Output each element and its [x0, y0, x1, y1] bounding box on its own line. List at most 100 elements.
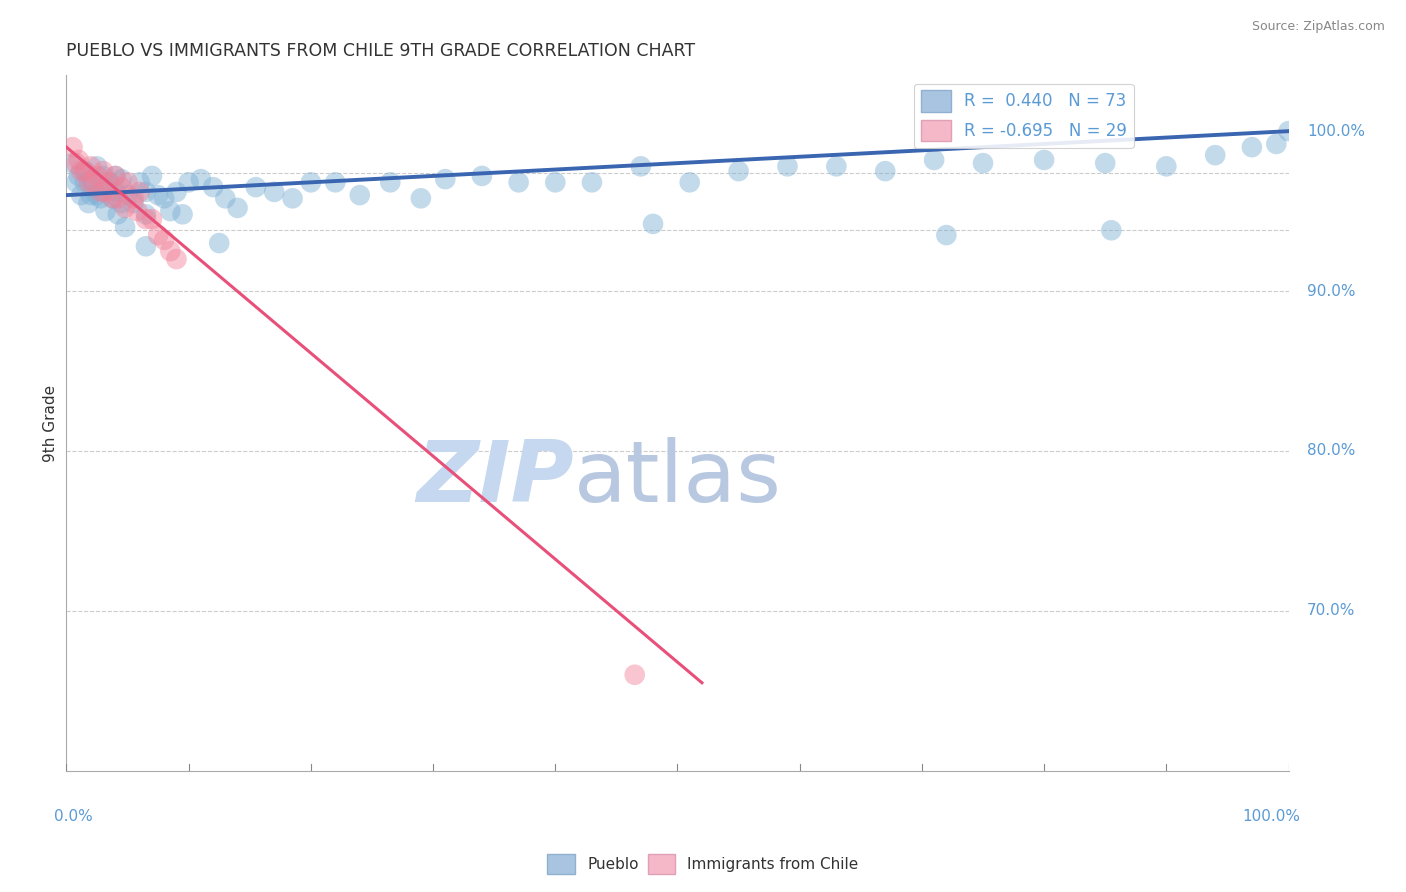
Point	[972, 156, 994, 170]
Point	[98, 175, 121, 189]
Point	[214, 191, 236, 205]
Point	[1099, 223, 1122, 237]
Point	[77, 196, 100, 211]
Point	[101, 191, 124, 205]
Point	[922, 153, 945, 167]
Point	[623, 667, 645, 681]
Point	[630, 159, 652, 173]
Point	[122, 196, 145, 211]
Point	[94, 185, 117, 199]
Text: 100.0%: 100.0%	[1306, 124, 1365, 138]
Point	[65, 175, 87, 189]
Point	[67, 169, 90, 183]
Point	[128, 175, 150, 189]
Point	[323, 175, 346, 189]
Point	[544, 175, 567, 189]
Point	[117, 188, 139, 202]
Point	[1265, 136, 1288, 151]
Point	[117, 175, 139, 189]
Point	[80, 172, 103, 186]
Point	[263, 185, 285, 199]
Point	[135, 212, 157, 227]
Point	[90, 191, 112, 205]
Point	[98, 175, 121, 189]
Point	[104, 169, 127, 183]
Text: ZIP: ZIP	[416, 437, 574, 520]
Point	[86, 159, 108, 173]
Point	[91, 164, 114, 178]
Point	[245, 180, 267, 194]
Point	[159, 244, 181, 258]
Point	[73, 164, 96, 178]
Point	[153, 191, 176, 205]
Point	[208, 236, 231, 251]
Point	[128, 185, 150, 199]
Point	[1094, 156, 1116, 170]
Point	[90, 185, 112, 199]
Text: 70.0%: 70.0%	[1306, 603, 1355, 618]
Point	[875, 164, 897, 178]
Point	[508, 175, 530, 189]
Point	[104, 169, 127, 183]
Point	[153, 233, 176, 247]
Point	[65, 156, 87, 170]
Point	[409, 191, 432, 205]
Point	[159, 204, 181, 219]
Point	[202, 180, 225, 194]
Point	[165, 252, 187, 266]
Point	[114, 201, 136, 215]
Point	[226, 201, 249, 215]
Point	[727, 164, 749, 178]
Point	[299, 175, 322, 189]
Point	[349, 188, 371, 202]
Point	[122, 191, 145, 205]
Text: 80.0%: 80.0%	[1306, 443, 1355, 458]
Text: PUEBLO VS IMMIGRANTS FROM CHILE 9TH GRADE CORRELATION CHART: PUEBLO VS IMMIGRANTS FROM CHILE 9TH GRAD…	[66, 42, 696, 60]
Point	[165, 185, 187, 199]
Text: 0.0%: 0.0%	[55, 809, 93, 824]
Point	[67, 153, 90, 167]
Point	[641, 217, 664, 231]
Point	[110, 196, 132, 211]
Point	[91, 185, 114, 199]
Point	[104, 185, 127, 199]
Point	[107, 207, 129, 221]
Point	[114, 220, 136, 235]
Point	[62, 156, 84, 170]
Point	[141, 212, 163, 227]
Point	[70, 164, 93, 178]
Point	[73, 164, 96, 178]
Point	[110, 180, 132, 194]
Point	[1240, 140, 1263, 154]
Point	[73, 175, 96, 189]
Point	[77, 175, 100, 189]
Point	[141, 169, 163, 183]
Point	[1277, 124, 1299, 138]
Point	[190, 172, 212, 186]
Y-axis label: 9th Grade: 9th Grade	[44, 384, 58, 461]
Point	[86, 169, 108, 183]
Point	[135, 207, 157, 221]
Point	[82, 180, 104, 194]
Point	[91, 169, 114, 183]
Point	[146, 188, 169, 202]
Legend: R =  0.440   N = 73, R = -0.695   N = 29: R = 0.440 N = 73, R = -0.695 N = 29	[914, 84, 1133, 148]
Point	[471, 169, 494, 183]
Point	[107, 191, 129, 205]
Point	[86, 188, 108, 202]
Point	[127, 204, 149, 219]
Point	[80, 159, 103, 173]
Point	[380, 175, 402, 189]
Text: 90.0%: 90.0%	[1306, 284, 1355, 299]
Point	[935, 228, 957, 243]
Point	[825, 159, 848, 173]
Point	[135, 185, 157, 199]
Point	[581, 175, 603, 189]
Point	[101, 191, 124, 205]
Point	[776, 159, 799, 173]
Legend: Pueblo, Immigrants from Chile: Pueblo, Immigrants from Chile	[541, 848, 865, 880]
Point	[110, 172, 132, 186]
Point	[82, 175, 104, 189]
Point	[70, 188, 93, 202]
Point	[281, 191, 304, 205]
